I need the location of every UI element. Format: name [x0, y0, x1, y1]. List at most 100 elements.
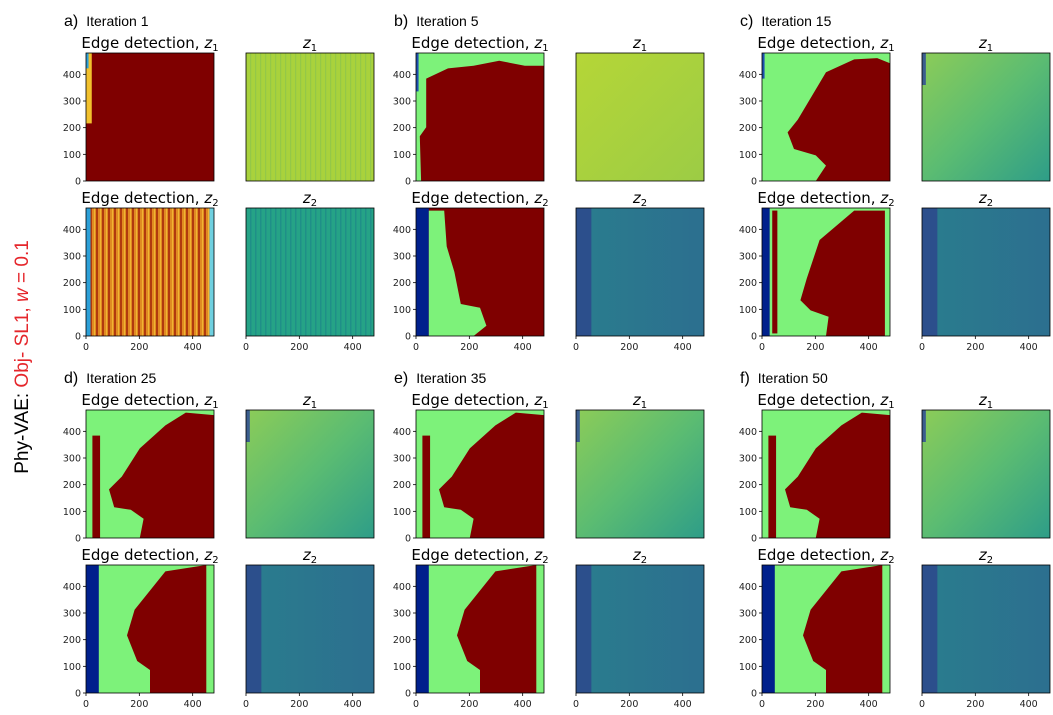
axes-frame: [761, 564, 891, 694]
axes-frame: [921, 409, 1051, 539]
panel-title-subscript: 1: [987, 400, 993, 411]
y-tick-label: 300: [393, 609, 411, 620]
panel-title-subscript: 1: [641, 43, 647, 54]
panel-title-subscript: 1: [987, 43, 993, 54]
panel-title-subscript: 1: [542, 400, 548, 411]
panel-title-z: z: [632, 189, 642, 207]
edge-detection-panel: Edge detection, z1 0 100 200 300 400: [393, 34, 549, 188]
heatmap-image: [86, 53, 214, 181]
panel-title-z: z: [533, 391, 543, 409]
y-tick-label: 400: [393, 582, 411, 593]
heatmap-region: [922, 410, 1050, 538]
panel-title-subscript: 1: [212, 43, 218, 54]
heatmap-region: [922, 53, 1050, 181]
panel-title-text: Edge detection,: [81, 546, 204, 564]
x-tick-label: 400: [344, 699, 362, 710]
y-tick-label: 300: [393, 252, 411, 263]
y-tick-label: 200: [393, 278, 411, 289]
panel-title-subscript: 2: [542, 198, 548, 209]
heatmap-region: [86, 53, 214, 181]
panel-title-z: z: [879, 189, 889, 207]
y-tick-label: 400: [739, 225, 757, 236]
panel-title-z: z: [203, 546, 213, 564]
ylabel-prefix: Phy-VAE:: [12, 388, 33, 474]
panel-title-z: z: [203, 189, 213, 207]
panel-title-subscript: 1: [311, 400, 317, 411]
panel-title: Edge detection, z1: [411, 34, 548, 54]
axes-frame: [575, 207, 705, 337]
x-tick-label: 0: [413, 342, 419, 353]
x-tick-label: 200: [620, 699, 638, 710]
panel-title-subscript: 2: [311, 198, 317, 209]
figure-ylabel: Phy-VAE: Obj- SL1, w = 0.1: [12, 240, 33, 474]
heatmap-region: [785, 412, 890, 538]
y-tick-label: 100: [63, 150, 81, 161]
heatmap-region: [787, 58, 890, 181]
panel-title-subscript: 2: [987, 198, 993, 209]
heatmap-image: [416, 565, 544, 693]
x-tick-label: 0: [83, 699, 89, 710]
panel-title-subscript: 2: [212, 555, 218, 566]
y-tick-label: 200: [63, 635, 81, 646]
y-tick-label: 400: [63, 70, 81, 81]
axes-frame: [85, 52, 215, 182]
x-tick-label: 0: [243, 342, 249, 353]
x-tick-label: 200: [966, 699, 984, 710]
x-tick-label: 0: [243, 699, 249, 710]
x-tick-label: 400: [674, 342, 692, 353]
y-tick-label: 100: [393, 305, 411, 316]
y-tick-label: 0: [751, 332, 757, 343]
group-iteration: Iteration 50: [758, 370, 828, 386]
axes-frame: [245, 207, 375, 337]
heatmap-region: [86, 53, 92, 124]
heatmap-region: [86, 565, 99, 693]
y-tick-label: 0: [751, 177, 757, 188]
heatmap-region: [922, 565, 938, 693]
y-tick-label: 300: [739, 252, 757, 263]
panel-title: z1: [978, 391, 993, 411]
edge-detection-panel: Edge detection, z2 0 100 200 300 400 0 200 400: [393, 546, 549, 710]
latent-panel: z2 0 200 400: [243, 189, 375, 353]
heatmap-region: [800, 210, 885, 336]
group-iteration: Iteration 15: [761, 13, 831, 29]
x-tick-label: 200: [130, 342, 148, 353]
panel-title-z: z: [302, 391, 312, 409]
x-tick-label: 400: [184, 342, 202, 353]
heatmap-image: [576, 53, 704, 181]
panel-title-z: z: [632, 546, 642, 564]
y-tick-label: 0: [75, 177, 81, 188]
heatmap-region: [922, 410, 926, 442]
heatmap-image: [922, 410, 1050, 538]
panel-title-subscript: 1: [888, 43, 894, 54]
heatmap-region: [576, 410, 704, 538]
y-tick-label: 300: [739, 609, 757, 620]
latent-panel: z2 0 200 400: [573, 189, 705, 353]
y-tick-label: 200: [739, 123, 757, 134]
panel-title: Edge detection, z1: [757, 34, 894, 54]
latent-panel: z1: [921, 391, 1051, 539]
y-tick-label: 400: [63, 225, 81, 236]
edge-detection-panel: Edge detection, z2 0 100 200 300 400 0 200 400: [393, 189, 549, 353]
panel-title-z: z: [632, 34, 642, 52]
panel-title-text: Edge detection,: [411, 34, 534, 52]
x-tick-label: 0: [573, 342, 579, 353]
latent-panel: z2 0 200 400: [919, 189, 1051, 353]
heatmap-region: [416, 208, 429, 336]
panel-title: z2: [978, 546, 993, 566]
y-tick-label: 300: [739, 97, 757, 108]
panel-title: z1: [302, 391, 317, 411]
panel-title: Edge detection, z2: [757, 546, 894, 566]
y-tick-label: 0: [405, 332, 411, 343]
y-tick-label: 100: [393, 150, 411, 161]
panel-title-text: Edge detection,: [757, 546, 880, 564]
axes-frame: [415, 409, 545, 539]
panel-title-subscript: 1: [542, 43, 548, 54]
panel-title: Edge detection, z2: [81, 189, 218, 209]
y-tick-label: 300: [739, 454, 757, 465]
panel-title-subscript: 2: [212, 198, 218, 209]
axes-frame: [85, 564, 215, 694]
heatmap-region: [246, 565, 262, 693]
panel-title-subscript: 2: [641, 555, 647, 566]
panel-title: z1: [302, 34, 317, 54]
